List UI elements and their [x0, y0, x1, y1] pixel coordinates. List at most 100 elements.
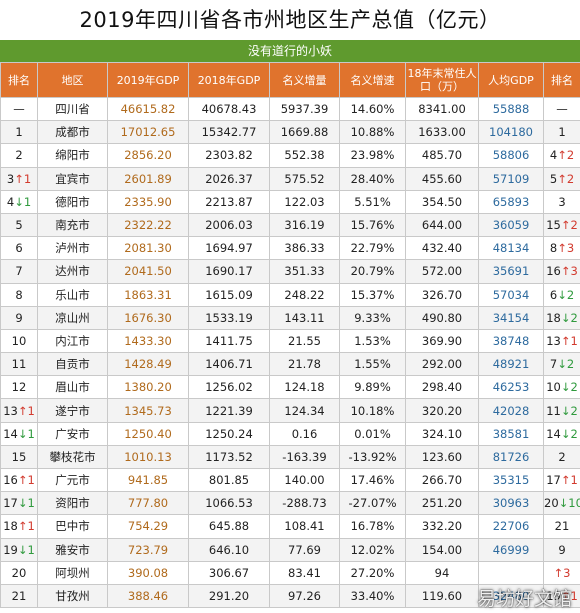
cell-growth-value: 5.51% — [354, 194, 391, 209]
cell-rank-per-capita-value: 3 — [558, 194, 566, 209]
cell-gdp-2018-value: 1411.75 — [205, 333, 253, 348]
cell-gdp-2018: 1690.17 — [188, 259, 270, 284]
cell-gdp-2018: 40678.43 — [188, 96, 270, 122]
cell-region-value: 雅安市 — [55, 542, 90, 557]
cell-gdp-2018: 2213.87 — [188, 189, 270, 214]
cell-population-value: 354.50 — [421, 194, 463, 209]
cell-gdp-2019-value: 2601.89 — [124, 171, 172, 186]
cell-rank: 5 — [0, 212, 38, 238]
cell-gdp-2019: 2856.20 — [107, 143, 189, 168]
table-row: 11 自贡市 1428.49 1406.71 21.78 1.55% 292.00 48921… — [0, 352, 580, 377]
cell-increase-value: -288.73 — [282, 496, 327, 511]
cell-rank-value: 14 — [3, 426, 18, 441]
cell-gdp-2019: 2335.90 — [107, 189, 189, 214]
cell-gdp-2018: 1533.19 — [188, 305, 270, 330]
cell-population-value: 572.00 — [421, 264, 463, 279]
cell-rank-per-capita-value: 20 — [544, 496, 559, 511]
cell-increase: 21.78 — [269, 352, 340, 377]
cell-population: 298.40 — [405, 375, 479, 400]
cell-per-capita: 36059 — [478, 212, 544, 238]
cell-growth-value: 16.78% — [350, 519, 395, 534]
cell-increase-value: 124.34 — [284, 403, 325, 418]
cell-rank: 17↓1 — [0, 491, 38, 516]
cell-growth-value: 1.53% — [354, 333, 391, 348]
cell-population-value: 369.90 — [421, 333, 463, 348]
cell-rank: 3↑1 — [0, 166, 38, 191]
cell-growth: 16.78% — [339, 514, 406, 539]
cell-growth-value: 20.79% — [350, 264, 395, 279]
cell-population: 572.00 — [405, 259, 479, 284]
cell-increase: 124.18 — [269, 375, 340, 400]
cell-gdp-2019-value: 17012.65 — [120, 125, 176, 140]
cell-rank-per-capita: 14↓2 — [543, 421, 580, 446]
cell-gdp-2018-value: 306.67 — [208, 565, 250, 580]
cell-rank-per-capita: 9 — [543, 537, 580, 562]
cell-gdp-2019-value: 754.29 — [127, 519, 169, 534]
cell-growth-value: 1.55% — [354, 357, 391, 372]
cell-gdp-2019-value: 1428.49 — [124, 357, 172, 372]
cell-region-value: 巴中市 — [55, 519, 90, 534]
cell-per-capita: 81726 — [478, 444, 544, 470]
cell-gdp-2018-value: 1406.71 — [205, 357, 253, 372]
page-title: 2019年四川省各市州地区生产总值（亿元） — [79, 8, 501, 32]
table-row: 4↓1 德阳市 2335.90 2213.87 122.03 5.51% 354.50 658… — [0, 189, 580, 214]
cell-region-value: 绵阳市 — [55, 148, 90, 163]
cell-per-capita: 104180 — [478, 120, 544, 145]
cell-rank-value: 7 — [15, 264, 23, 279]
cell-per-capita-value: 38748 — [492, 333, 530, 348]
cell-per-capita: 42028 — [478, 398, 544, 423]
cell-growth: 20.79% — [339, 259, 406, 284]
header-per-capita: 人均GDP — [478, 62, 544, 98]
cell-gdp-2018-value: 2006.03 — [205, 218, 253, 233]
cell-region-value: 德阳市 — [55, 194, 90, 209]
cell-growth-value: 22.79% — [350, 241, 395, 256]
header-rank-per-capita: 排名 — [543, 62, 580, 98]
table-row: 3↑1 宜宾市 2601.89 2026.37 575.52 28.40% 455.60 57… — [0, 166, 580, 191]
cell-rank-per-capita: 21 — [543, 514, 580, 539]
cell-increase: 97.26 — [269, 583, 340, 609]
cell-rank-value: 5 — [15, 218, 23, 233]
rank-change-indicator: ↓2 — [557, 287, 575, 302]
cell-increase-value: 122.03 — [284, 194, 325, 209]
cell-rank-per-capita: 18↓2 — [543, 305, 580, 330]
cell-gdp-2018: 1411.75 — [188, 328, 270, 354]
cell-population: 123.60 — [405, 444, 479, 470]
cell-gdp-2018: 1221.39 — [188, 398, 270, 423]
cell-increase-value: 83.41 — [288, 565, 321, 580]
cell-region-value: 凉山州 — [55, 310, 90, 325]
cell-per-capita — [478, 560, 544, 585]
cell-rank-per-capita: 5↑2 — [543, 166, 580, 191]
cell-gdp-2019-value: 2335.90 — [124, 194, 172, 209]
cell-gdp-2019-value: 2081.30 — [124, 241, 172, 256]
cell-region-value: 资阳市 — [55, 496, 90, 511]
cell-gdp-2019: 941.85 — [107, 467, 189, 493]
header-gdp-2019: 2019年GDP — [107, 62, 189, 98]
cell-region: 德阳市 — [37, 189, 108, 214]
cell-per-capita: 34154 — [478, 305, 544, 330]
header-increase: 名义增量 — [269, 62, 340, 98]
cell-population: 432.40 — [405, 236, 479, 261]
cell-population: 266.70 — [405, 467, 479, 493]
cell-growth: 28.40% — [339, 166, 406, 191]
cell-rank-per-capita: 1 — [543, 120, 580, 145]
cell-rank-per-capita-value: 9 — [558, 542, 566, 557]
cell-rank: 9 — [0, 305, 38, 330]
cell-region: 甘孜州 — [37, 583, 108, 609]
cell-increase: 122.03 — [269, 189, 340, 214]
cell-gdp-2018-value: 1533.19 — [205, 310, 253, 325]
cell-rank: 20 — [0, 560, 38, 585]
cell-per-capita-value: 57034 — [492, 287, 530, 302]
cell-rank-per-capita-value: 18 — [546, 310, 561, 325]
cell-increase: 77.69 — [269, 537, 340, 562]
cell-rank-value: 21 — [11, 589, 27, 604]
cell-per-capita: 57109 — [478, 166, 544, 191]
rank-change-indicator: ↑1 — [560, 589, 578, 604]
cell-per-capita-value: 81726 — [492, 449, 530, 464]
cell-gdp-2019: 2601.89 — [107, 166, 189, 191]
cell-rank-per-capita: — — [543, 96, 580, 122]
cell-gdp-2018-value: 291.20 — [208, 589, 250, 604]
cell-increase-value: 143.11 — [284, 310, 325, 325]
cell-per-capita: 35315 — [478, 467, 544, 493]
cell-region-value: 内江市 — [55, 333, 90, 348]
